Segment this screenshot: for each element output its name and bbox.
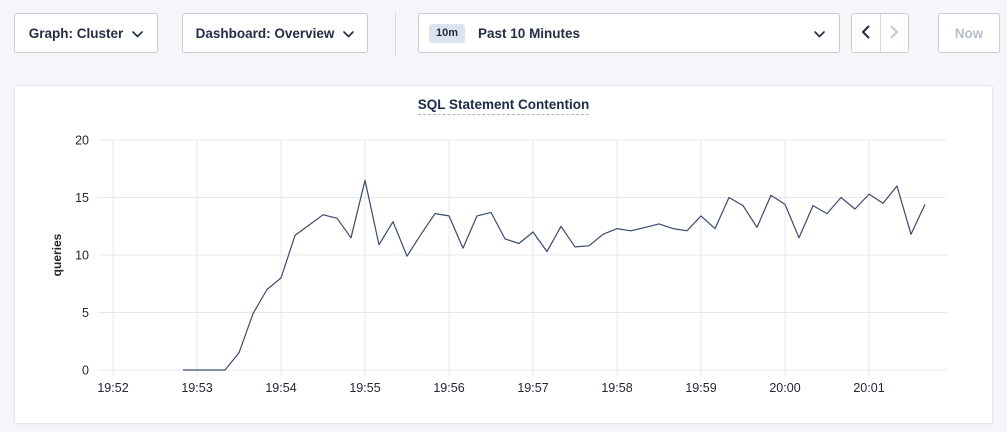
x-tick-label: 19:52 [97, 381, 128, 395]
graph-dropdown[interactable]: Graph: Cluster [14, 13, 158, 53]
chevron-down-icon [814, 30, 825, 38]
x-tick-label: 19:57 [517, 381, 548, 395]
now-button[interactable]: Now [938, 13, 1000, 53]
time-nav-group [851, 13, 909, 53]
prev-time-button[interactable] [852, 14, 880, 52]
dashboard-dropdown-label: Dashboard: Overview [195, 25, 335, 41]
x-tick-label: 19:56 [433, 381, 464, 395]
chart-title[interactable]: SQL Statement Contention [417, 97, 590, 115]
x-tick-label: 20:01 [853, 381, 884, 395]
chevron-left-icon [861, 25, 870, 42]
y-axis-label: queries [50, 233, 64, 276]
time-range-badge: 10m [429, 23, 466, 43]
y-tick-label: 0 [82, 364, 89, 378]
sql-statement-contention-chart[interactable]: 0 5 10 15 20 19:52 19:53 19:54 19:55 19:56 19:57 19… [15, 86, 994, 425]
time-range-label: Past 10 Minutes [478, 25, 581, 41]
chart-title-row: SQL Statement Contention [15, 96, 992, 115]
y-tick-label: 5 [82, 306, 89, 320]
chart-panel: SQL Statement Contention 0 5 10 15 20 19:52 19… [14, 85, 993, 424]
y-tick-label: 10 [75, 249, 89, 263]
y-tick-label: 20 [75, 134, 89, 148]
dashboard-dropdown[interactable]: Dashboard: Overview [182, 13, 368, 53]
data-line-queries [183, 179, 926, 371]
x-tick-label: 19:55 [349, 381, 380, 395]
next-time-button[interactable] [879, 14, 908, 52]
x-tick-label: 19:53 [181, 381, 212, 395]
toolbar-divider [395, 12, 396, 56]
chevron-down-icon [132, 30, 144, 38]
toolbar: Graph: Cluster Dashboard: Overview 10m P… [0, 0, 1007, 70]
chevron-down-icon [343, 30, 355, 38]
x-tick-label: 19:54 [265, 381, 296, 395]
time-range-dropdown[interactable]: 10m Past 10 Minutes [418, 13, 840, 53]
y-tick-label: 15 [75, 191, 89, 205]
x-tick-label: 20:00 [769, 381, 800, 395]
chevron-right-icon [890, 25, 899, 42]
graph-dropdown-label: Graph: Cluster [28, 25, 124, 41]
x-tick-label: 19:58 [601, 381, 632, 395]
x-tick-label: 19:59 [685, 381, 716, 395]
